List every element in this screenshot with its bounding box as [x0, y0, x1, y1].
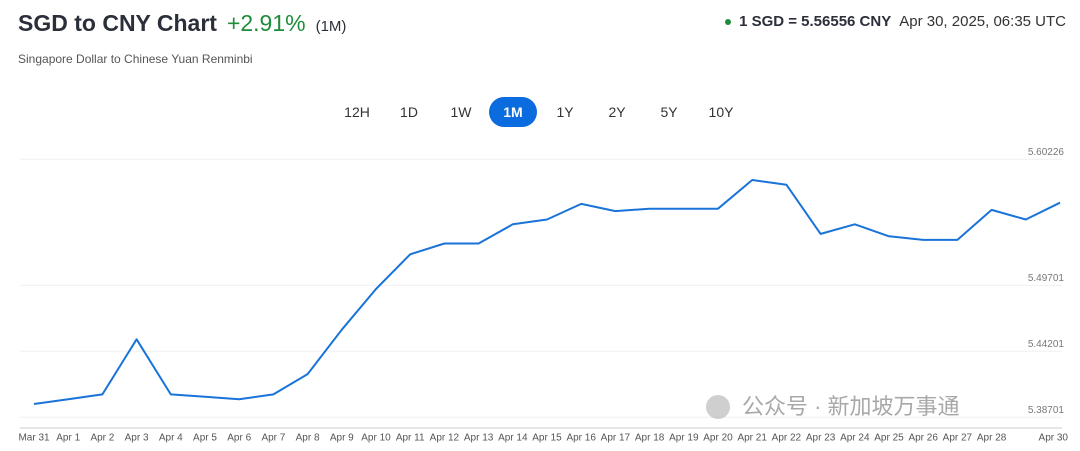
x-tick-label: Apr 26: [908, 433, 938, 444]
x-tick-label: Apr 19: [669, 433, 699, 444]
x-tick-label: Apr 5: [193, 433, 217, 444]
x-tick-label: Apr 12: [430, 433, 460, 444]
x-tick-label: Apr 22: [772, 433, 802, 444]
x-tick-label: Apr 30: [1039, 433, 1069, 444]
x-tick-label: Apr 3: [125, 433, 149, 444]
x-tick-label: Apr 8: [296, 433, 320, 444]
x-tick-label: Apr 13: [464, 433, 494, 444]
range-button[interactable]: 1M: [489, 97, 537, 127]
subtitle: Singapore Dollar to Chinese Yuan Renminb…: [18, 52, 253, 66]
x-tick-label: Apr 25: [874, 433, 904, 444]
y-tick-label: 5.49701: [1028, 273, 1065, 284]
y-tick-label: 5.44201: [1028, 339, 1065, 350]
rate-info: 1 SGD = 5.56556 CNY Apr 30, 2025, 06:35 …: [725, 13, 1066, 30]
range-button[interactable]: 1Y: [556, 104, 574, 120]
x-tick-label: Apr 17: [601, 433, 631, 444]
x-tick-label: Mar 31: [18, 433, 50, 444]
x-tick-label: Apr 20: [703, 433, 733, 444]
range-button[interactable]: 10Y: [708, 104, 734, 120]
x-tick-label: Apr 9: [330, 433, 354, 444]
x-tick-label: Apr 15: [532, 433, 562, 444]
range-button[interactable]: 1D: [400, 104, 418, 120]
watermark: 公众号 · 新加坡万事通: [742, 394, 960, 419]
status-dot: [725, 18, 732, 25]
x-tick-label: Apr 7: [261, 433, 285, 444]
change: +2.91%: [226, 10, 306, 36]
range-button[interactable]: 2Y: [608, 104, 626, 120]
header: SGD to CNY Chart +2.91% (1M): [18, 10, 346, 37]
x-tick-label: Apr 24: [840, 433, 870, 444]
x-tick-label: Apr 14: [498, 433, 528, 444]
timestamp: Apr 30, 2025, 06:35 UTC: [899, 13, 1066, 30]
range-button[interactable]: 5Y: [660, 104, 678, 120]
x-tick-label: Apr 27: [943, 433, 973, 444]
x-tick-label: Apr 6: [227, 433, 251, 444]
x-tick-label: Apr 28: [977, 433, 1007, 444]
range-button[interactable]: 1W: [450, 104, 472, 120]
x-tick-label: Apr 23: [806, 433, 836, 444]
title: SGD to CNY Chart: [18, 10, 217, 36]
x-tick-label: Apr 1: [56, 433, 80, 444]
rate: 1 SGD = 5.56556 CNY: [739, 13, 892, 30]
line-series: [33, 179, 1061, 405]
x-tick-label: Apr 11: [396, 433, 425, 444]
x-tick-label: Apr 4: [159, 433, 183, 444]
y-tick-label: 5.38701: [1028, 405, 1065, 416]
range-button[interactable]: 12H: [344, 104, 370, 120]
x-tick-label: Apr 2: [90, 433, 114, 444]
period: (1M): [315, 18, 347, 35]
x-tick-label: Apr 10: [361, 433, 391, 444]
watermark-icon: [706, 395, 730, 419]
x-tick-label: Apr 16: [566, 433, 596, 444]
x-tick-label: Apr 21: [737, 433, 767, 444]
range-buttons: 12H 1D 1W 1M 1Y 2Y 5Y 10Y: [333, 97, 745, 127]
y-tick-label: 5.60226: [1028, 147, 1065, 158]
x-tick-label: Apr 18: [635, 433, 665, 444]
